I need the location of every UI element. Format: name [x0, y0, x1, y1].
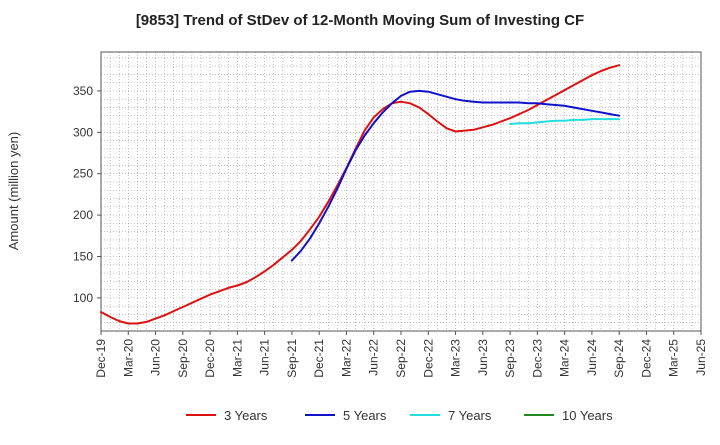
y-tick-label: 350 [73, 84, 93, 98]
x-tick-label: Jun-21 [258, 339, 272, 376]
x-tick-label: Mar-20 [121, 339, 135, 377]
y-tick-label: 200 [73, 208, 93, 222]
x-tick-label: Sep-22 [394, 339, 408, 378]
x-tick-label: Mar-24 [558, 339, 572, 377]
grid [100, 52, 702, 332]
legend-label: 7 Years [448, 408, 492, 423]
axes: 100 150 200 250 300 350 Dec-19 Mar-20 Jun-20 Sep-… [73, 51, 708, 378]
y-tick-label: 300 [73, 125, 93, 139]
series-lines [100, 64, 621, 325]
x-tick-label: Dec-19 [94, 339, 108, 378]
legend-label: 3 Years [224, 408, 268, 423]
chart-title: [9853] Trend of StDev of 12-Month Moving… [136, 12, 584, 29]
x-tick-label: Dec-23 [530, 339, 544, 378]
x-tick-label: Dec-24 [639, 339, 653, 378]
x-tick-label: Jun-24 [585, 339, 599, 376]
x-tick-label: Mar-23 [449, 339, 463, 377]
x-tick-label: Jun-25 [694, 339, 708, 376]
x-tick-label: Sep-23 [503, 339, 517, 378]
y-tick-label: 150 [73, 249, 93, 263]
x-tick-label: Dec-22 [421, 339, 435, 378]
legend-label: 5 Years [343, 408, 387, 423]
series-line-3 [509, 118, 621, 125]
legend: 3 Years 5 Years 7 Years 10 Years [186, 408, 613, 423]
y-tick-label: 100 [73, 291, 93, 305]
x-tick-label: Mar-21 [230, 339, 244, 377]
series-line-2 [290, 89, 621, 262]
x-tick-label: Sep-24 [612, 339, 626, 378]
x-tick-label: Jun-22 [367, 339, 381, 376]
x-tick-label: Mar-25 [667, 339, 681, 377]
x-tick-label: Dec-21 [312, 339, 326, 378]
series-line-1 [100, 64, 621, 325]
x-tick-label: Mar-22 [339, 339, 353, 377]
x-tick-label: Jun-20 [149, 339, 163, 376]
x-tick-label: Sep-21 [285, 339, 299, 378]
y-tick-label: 250 [73, 167, 93, 181]
x-tick-label: Jun-23 [476, 339, 490, 376]
x-tick-label: Dec-20 [203, 339, 217, 378]
x-tick-label: Sep-20 [176, 339, 190, 378]
legend-label: 10 Years [562, 408, 613, 423]
y-axis-label: Amount (million yen) [6, 132, 21, 251]
